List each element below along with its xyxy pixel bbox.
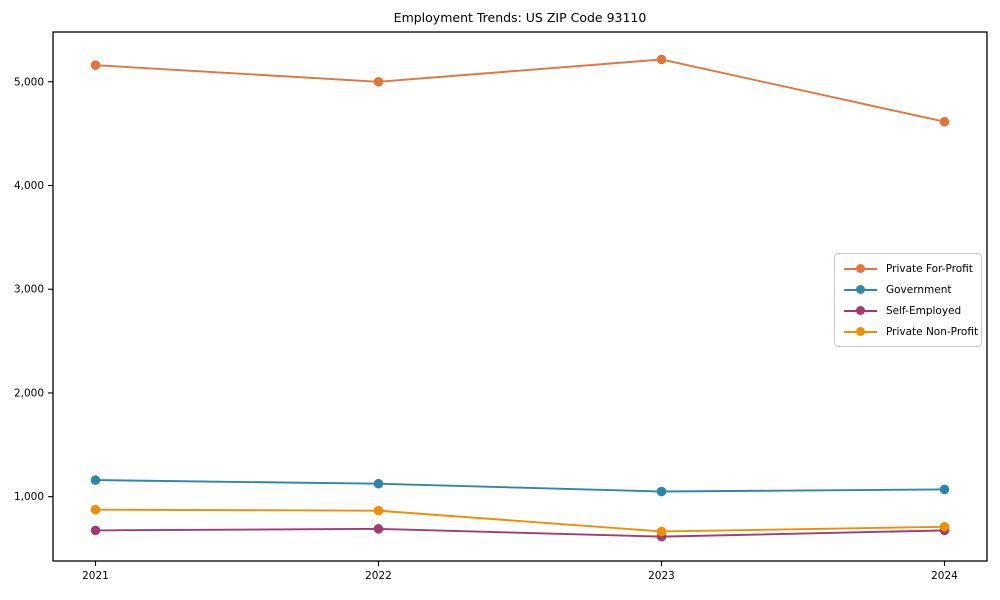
- legend-label: Private For-Profit: [886, 262, 973, 275]
- chart-title: Employment Trends: US ZIP Code 93110: [393, 10, 647, 25]
- legend-item-private-non-profit: Private Non-Profit: [844, 324, 978, 339]
- data-point-marker: [90, 504, 101, 515]
- data-point-marker: [939, 484, 950, 495]
- legend-item-private-for-profit: Private For-Profit: [844, 261, 973, 276]
- series-line-private-for-profit: [94, 58, 946, 123]
- plot-spines: [52, 31, 988, 562]
- data-point-marker: [939, 521, 950, 532]
- data-point-marker: [90, 475, 101, 485]
- data-point-marker: [373, 478, 384, 489]
- series-line-government: [94, 479, 946, 493]
- y-tick-label: 5,000: [14, 76, 44, 88]
- data-point-marker: [373, 505, 384, 516]
- legend-label: Self-Employed: [886, 304, 962, 317]
- y-tick-label: 2,000: [14, 387, 44, 399]
- data-point-marker: [939, 116, 950, 127]
- legend-label: Government: [886, 283, 952, 296]
- data-point-marker: [90, 525, 101, 536]
- series-line-private-non-profit: [94, 508, 946, 533]
- legend-swatch-line-marker-icon: [844, 305, 877, 317]
- x-tick-label: 2023: [648, 570, 675, 582]
- legend: Private For-Profit Government Self-Emplo…: [834, 253, 982, 347]
- data-point-marker: [373, 76, 384, 87]
- legend-label: Private Non-Profit: [886, 325, 979, 338]
- data-point-marker: [656, 486, 667, 497]
- data-point-marker: [373, 524, 384, 534]
- x-tick-label: 2022: [365, 570, 392, 582]
- x-tick-label: 2024: [931, 570, 958, 582]
- series-line-self-employed: [94, 527, 946, 538]
- data-point-marker: [656, 526, 667, 537]
- legend-swatch-line-marker-icon: [844, 263, 877, 275]
- data-point-marker: [656, 54, 667, 65]
- y-tick-label: 3,000: [14, 284, 44, 296]
- y-tick-label: 1,000: [14, 491, 44, 503]
- legend-item-government: Government: [844, 282, 972, 297]
- legend-swatch-line-marker-icon: [844, 284, 877, 296]
- y-tick-label: 4,000: [14, 180, 44, 192]
- x-tick-label: 2021: [82, 570, 109, 582]
- legend-item-self-employed: Self-Employed: [844, 303, 972, 318]
- legend-swatch-line-marker-icon: [844, 326, 877, 338]
- data-point-marker: [90, 60, 101, 70]
